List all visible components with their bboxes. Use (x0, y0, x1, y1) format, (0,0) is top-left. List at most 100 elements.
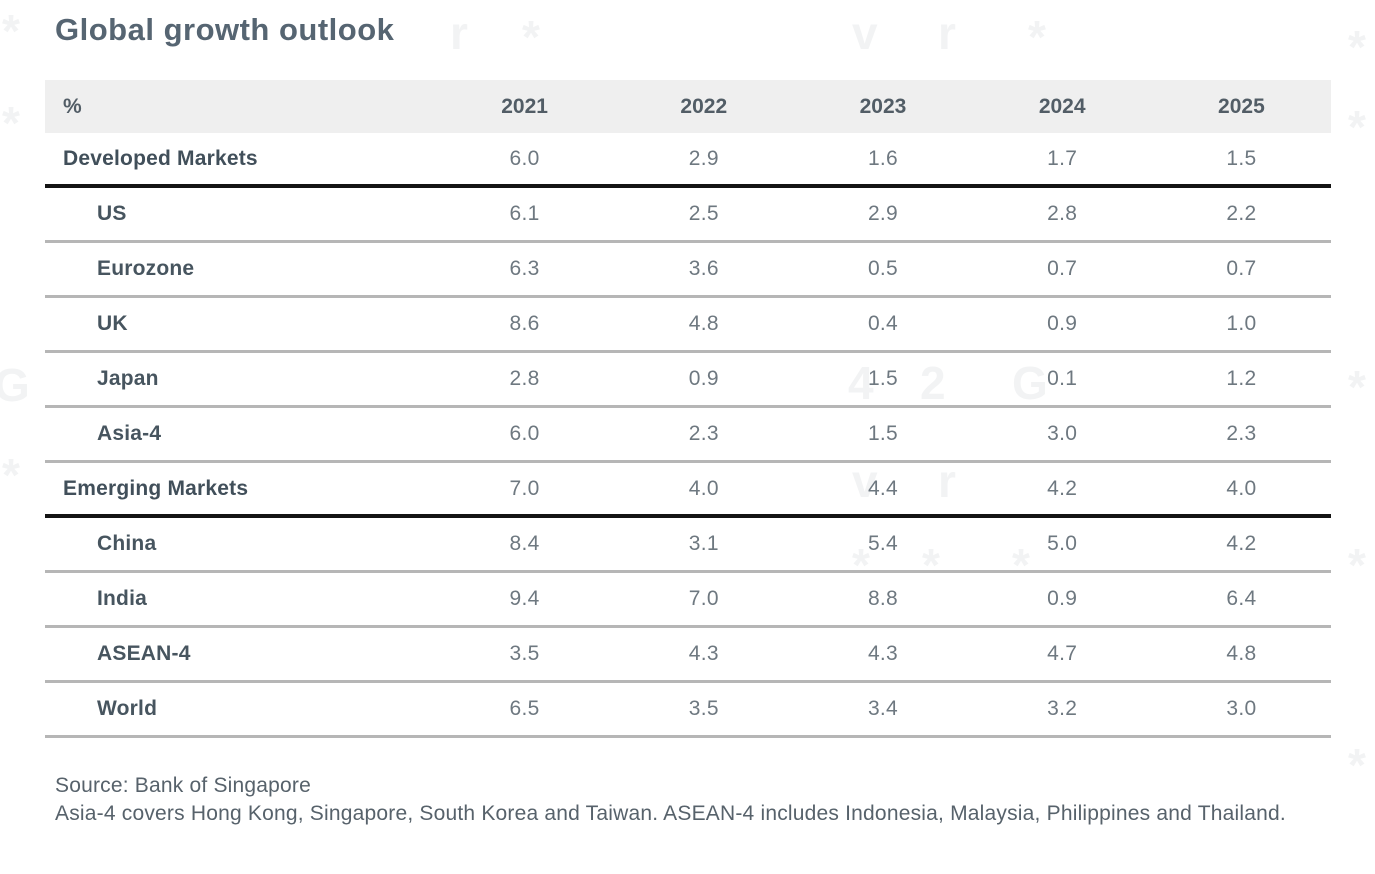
table-row: Emerging Markets 7.0 4.0 4.4 4.2 4.0 (45, 463, 1331, 518)
table-body: Developed Markets 6.0 2.9 1.6 1.7 1.5 US 6.1 2.5… (45, 133, 1331, 738)
cell-value: 2.8 (509, 367, 540, 390)
cell-value: 2.3 (688, 422, 719, 445)
row-label: Japan (97, 367, 159, 390)
row-label: Emerging Markets (63, 476, 249, 500)
cell-value: 1.0 (1226, 312, 1257, 335)
cell-value: 5.0 (1047, 532, 1078, 555)
cell-value: 3.5 (688, 697, 719, 720)
row-label: World (97, 697, 158, 720)
cell-value: 4.7 (1047, 642, 1078, 665)
watermark-glyph: * (1348, 739, 1366, 791)
cell-value: 2.8 (1047, 202, 1078, 225)
watermark-glyph: * (1348, 101, 1366, 153)
watermark-glyph: * (1348, 539, 1366, 591)
cell-value: 0.9 (1047, 587, 1078, 610)
watermark-glyph: r (938, 7, 956, 59)
cell-value: 3.6 (688, 257, 719, 280)
cell-value: 3.2 (1047, 697, 1078, 720)
watermark-glyph: * (522, 11, 540, 63)
cell-value: 3.0 (1047, 422, 1078, 445)
cell-value: 3.4 (867, 697, 899, 720)
cell-value: 7.0 (509, 476, 540, 500)
watermark-glyph: * (2, 97, 20, 149)
cell-value: 2.2 (1226, 202, 1257, 225)
cell-value: 7.0 (688, 587, 719, 610)
unit-header-cell: % (63, 94, 82, 118)
cell-value: 0.4 (867, 312, 899, 335)
watermark-glyph: * (2, 5, 20, 57)
cell-value: 1.6 (867, 146, 899, 170)
cell-value: 6.4 (1226, 587, 1257, 610)
cell-value: 1.7 (1047, 146, 1078, 170)
row-label: Eurozone (97, 257, 195, 280)
watermark-glyph: * (2, 449, 20, 501)
row-label: China (97, 532, 157, 555)
cell-value: 8.4 (509, 532, 540, 555)
table-footnotes: Source: Bank of Singapore Asia-4 covers … (55, 772, 1335, 828)
table-row: Japan 2.8 0.9 1.5 0.1 1.2 (45, 353, 1331, 408)
year-header-2021: 2021 (501, 94, 548, 118)
cell-value: 6.0 (509, 422, 540, 445)
cell-value: 5.4 (867, 532, 899, 555)
watermark-glyph: G (0, 359, 30, 411)
cell-value: 0.7 (1226, 257, 1257, 280)
cell-value: 0.7 (1047, 257, 1078, 280)
cell-value: 6.1 (509, 202, 540, 225)
table-row: World 6.5 3.5 3.4 3.2 3.0 (45, 683, 1331, 738)
cell-value: 1.5 (867, 422, 899, 445)
cell-value: 2.5 (688, 202, 719, 225)
cell-value: 4.0 (1226, 476, 1257, 500)
watermark-glyph: r (450, 7, 468, 59)
watermark-glyph: * (1348, 361, 1366, 413)
cell-value: 0.9 (1047, 312, 1078, 335)
table-row: US 6.1 2.5 2.9 2.8 2.2 (45, 188, 1331, 243)
table-row: Eurozone 6.3 3.6 0.5 0.7 0.7 (45, 243, 1331, 298)
cell-value: 9.4 (509, 587, 540, 610)
cell-value: 3.5 (509, 642, 540, 665)
cell-value: 6.5 (509, 697, 540, 720)
watermark-glyph: * (1028, 11, 1046, 63)
source-line: Source: Bank of Singapore (55, 774, 311, 797)
cell-value: 4.8 (688, 312, 719, 335)
cell-value: 4.8 (1226, 642, 1257, 665)
table-header-row: % 2021 2022 2023 2024 2025 (45, 80, 1331, 133)
definition-note: Asia-4 covers Hong Kong, Singapore, Sout… (55, 802, 1286, 826)
cell-value: 4.0 (688, 476, 719, 500)
cell-value: 1.5 (1226, 146, 1257, 170)
table-row: Developed Markets 6.0 2.9 1.6 1.7 1.5 (45, 133, 1331, 188)
cell-value: 4.4 (867, 476, 899, 500)
cell-value: 6.0 (509, 146, 540, 170)
table-row: India 9.4 7.0 8.8 0.9 6.4 (45, 573, 1331, 628)
year-header-2024: 2024 (1038, 94, 1086, 118)
year-header-2022: 2022 (680, 94, 728, 118)
row-label: ASEAN-4 (97, 642, 191, 665)
row-label: Developed Markets (63, 146, 258, 170)
cell-value: 4.2 (1226, 532, 1257, 555)
cell-value: 1.2 (1226, 367, 1257, 390)
year-header-2023: 2023 (859, 94, 907, 118)
cell-value: 1.5 (867, 367, 899, 390)
cell-value: 3.0 (1226, 697, 1257, 720)
cell-value: 2.3 (1226, 422, 1257, 445)
growth-outlook-table: % 2021 2022 2023 2024 2025 Developed Mar… (45, 80, 1331, 738)
cell-value: 8.8 (867, 587, 899, 610)
row-label: US (97, 202, 127, 225)
table-row: China 8.4 3.1 5.4 5.0 4.2 (45, 518, 1331, 573)
cell-value: 0.1 (1047, 367, 1078, 390)
table-row: UK 8.6 4.8 0.4 0.9 1.0 (45, 298, 1331, 353)
cell-value: 4.3 (867, 642, 899, 665)
cell-value: 4.2 (1047, 476, 1078, 500)
year-header-2025: 2025 (1218, 94, 1265, 118)
row-label: India (97, 587, 148, 610)
row-label: Asia-4 (97, 422, 162, 445)
cell-value: 6.3 (509, 257, 540, 280)
cell-value: 2.9 (867, 202, 899, 225)
cell-value: 0.9 (688, 367, 719, 390)
page-title: Global growth outlook (55, 12, 395, 47)
table-row: Asia-4 6.0 2.3 1.5 3.0 2.3 (45, 408, 1331, 463)
cell-value: 4.3 (688, 642, 719, 665)
table-row: ASEAN-4 3.5 4.3 4.3 4.7 4.8 (45, 628, 1331, 683)
cell-value: 2.9 (688, 146, 719, 170)
cell-value: 0.5 (867, 257, 899, 280)
